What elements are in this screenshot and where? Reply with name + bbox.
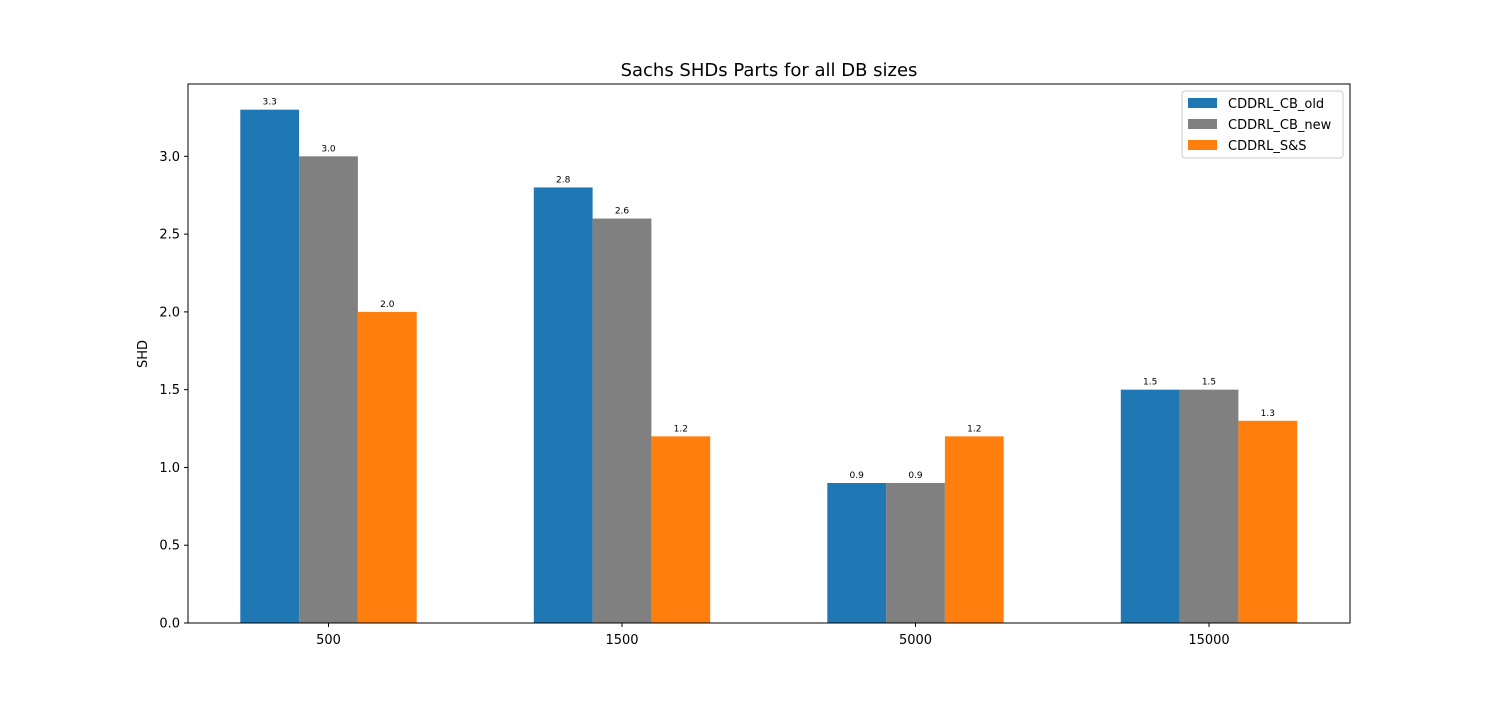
y-tick-label: 3.0: [159, 150, 180, 165]
bar-value-label: 0.9: [908, 471, 923, 481]
bar-cddrl-s-s-500: [357, 311, 417, 623]
bar-cddrl-cb-old-1500: [533, 187, 593, 623]
bar-cddrl-cb-old-500: [240, 109, 300, 623]
bar-value-label: 2.6: [615, 207, 630, 217]
bars-layer: [240, 109, 1298, 624]
legend-swatch: [1188, 119, 1217, 129]
bar-value-label: 3.3: [263, 98, 277, 108]
x-tick-label: 5000: [899, 633, 932, 648]
bar-cddrl-s-s-1500: [651, 436, 711, 623]
chart-title: Sachs SHDs Parts for all DB sizes: [621, 60, 918, 81]
axes-layer: 0.0 0.5 1.0 1.5 2.0 2.5 3.0 500 1500 5000 15000: [159, 83, 1351, 648]
bar-value-label: 0.9: [850, 471, 865, 481]
bar-value-label: 1.3: [1261, 409, 1275, 419]
x-tick-label: 500: [316, 633, 341, 648]
y-tick-label: 1.5: [159, 383, 180, 398]
bar-cddrl-cb-old-15000: [1120, 389, 1180, 623]
bar-labels-layer: 3.3 2.8 0.9 1.5 3.0 2.6 0.9 1.5 2.0 1.2 1.2 1.3: [263, 98, 1275, 481]
bar-cddrl-cb-new-15000: [1179, 389, 1239, 623]
bar-cddrl-cb-new-500: [299, 156, 358, 624]
bar-value-label: 2.8: [556, 175, 571, 185]
bar-value-label: 1.2: [967, 424, 981, 434]
bar-cddrl-cb-new-5000: [886, 483, 945, 623]
legend-box: [1181, 90, 1344, 159]
legend-label: CDDRL_CB_old: [1228, 97, 1324, 112]
bar-cddrl-s-s-15000: [1238, 420, 1298, 623]
bar-value-label: 1.5: [1143, 378, 1157, 388]
y-axis-label: SHD: [136, 340, 151, 368]
legend-label: CDDRL_S&S: [1228, 139, 1307, 154]
y-tick-label: 0.0: [159, 617, 180, 632]
plot-frame: [187, 83, 1351, 624]
x-tick-label: 15000: [1188, 633, 1229, 648]
legend: CDDRL_CB_old CDDRL_CB_new CDDRL_S&S: [1181, 90, 1344, 159]
x-tick-label: 1500: [605, 633, 638, 648]
bar-value-label: 3.0: [321, 144, 336, 154]
legend-label: CDDRL_CB_new: [1228, 118, 1332, 133]
bar-value-label: 2.0: [380, 300, 395, 310]
bar-value-label: 1.2: [674, 424, 688, 434]
bar-value-label: 1.5: [1202, 378, 1216, 388]
y-tick-label: 0.5: [159, 539, 180, 554]
bar-cddrl-s-s-5000: [944, 436, 1004, 623]
y-tick-label: 2.0: [159, 305, 180, 320]
legend-swatch: [1188, 140, 1217, 150]
legend-swatch: [1188, 98, 1217, 108]
y-tick-label: 2.5: [159, 228, 180, 243]
bar-cddrl-cb-new-1500: [592, 218, 652, 624]
y-tick-label: 1.0: [159, 461, 180, 476]
bar-cddrl-cb-old-5000: [827, 483, 887, 623]
